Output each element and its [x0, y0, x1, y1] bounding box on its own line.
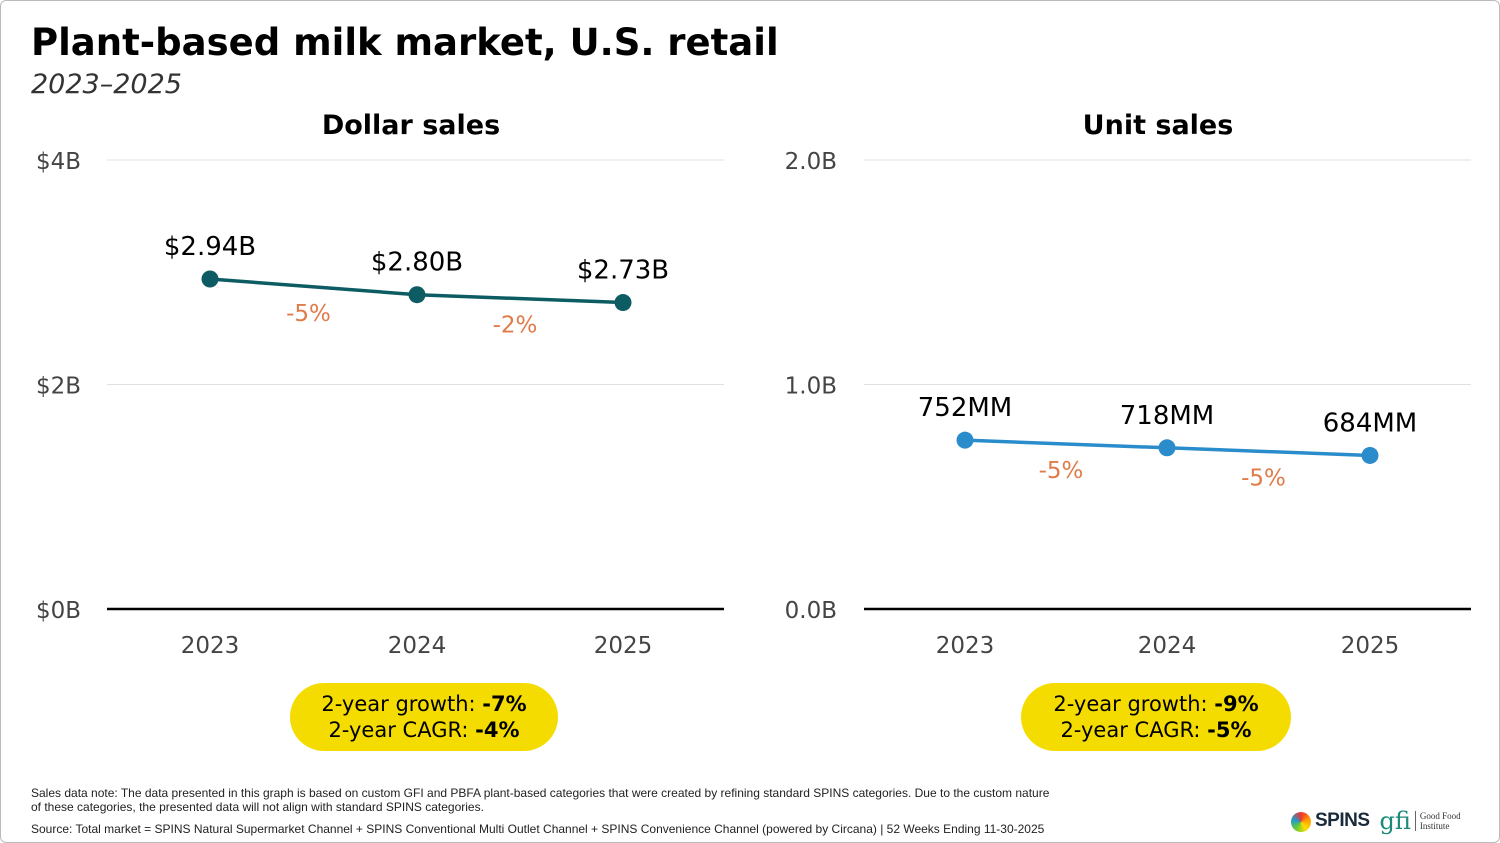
data-label: 752MM: [918, 393, 1013, 423]
data-label: 684MM: [1323, 408, 1418, 438]
page-subtitle: 2023–2025: [31, 69, 182, 100]
data-point: [201, 270, 219, 288]
x-tick-label: 2023: [936, 633, 995, 659]
cagr-label: 2-year CAGR:: [328, 718, 476, 742]
growth-value: -9%: [1214, 692, 1259, 716]
dollar-summary-badge: 2-year growth: -7% 2-year CAGR: -4%: [290, 683, 558, 751]
sales-note-line1: Sales data note: The data presented in t…: [31, 786, 1050, 800]
x-tick-label: 2025: [594, 633, 653, 659]
data-point: [1361, 446, 1379, 464]
y-tick-label: 0.0B: [785, 598, 837, 624]
spins-logo: SPINS: [1291, 810, 1370, 832]
unit-summary-badge: 2-year growth: -9% 2-year CAGR: -5%: [1021, 683, 1291, 751]
data-label: 718MM: [1120, 401, 1215, 431]
growth-value: -7%: [482, 692, 527, 716]
x-tick-label: 2023: [181, 633, 240, 659]
y-tick-label: 2.0B: [785, 149, 837, 175]
change-label: -5%: [1039, 458, 1084, 484]
logos: SPINS gfi Good Food Institute: [1291, 807, 1466, 835]
x-tick-label: 2025: [1341, 633, 1400, 659]
y-tick-label: $2B: [36, 374, 81, 400]
chart-title: Unit sales: [1083, 110, 1234, 141]
growth-label: 2-year growth:: [321, 692, 483, 716]
y-tick-label: 1.0B: [785, 374, 837, 400]
sales-note-line2: of these categories, the presented data …: [31, 800, 484, 814]
cagr-label: 2-year CAGR:: [1060, 718, 1208, 742]
growth-label: 2-year growth:: [1053, 692, 1215, 716]
gfi-logo: gfi Good Food Institute: [1380, 807, 1466, 835]
source-note: Source: Total market = SPINS Natural Sup…: [31, 822, 1045, 836]
chart-title: Dollar sales: [322, 110, 500, 141]
change-label: -2%: [493, 313, 538, 339]
change-label: -5%: [286, 301, 331, 327]
x-tick-label: 2024: [388, 633, 447, 659]
spins-logo-icon: [1291, 811, 1311, 832]
data-point: [956, 431, 974, 449]
cagr-value: -5%: [1207, 718, 1252, 742]
x-tick-label: 2024: [1138, 633, 1197, 659]
y-tick-label: $0B: [36, 598, 81, 624]
data-label: $2.80B: [371, 248, 463, 278]
data-point: [614, 294, 632, 312]
y-tick-label: $4B: [36, 149, 81, 175]
data-point: [1158, 439, 1176, 457]
page-title: Plant-based milk market, U.S. retail: [31, 21, 779, 64]
data-point: [408, 286, 426, 304]
change-label: -5%: [1241, 466, 1286, 492]
data-label: $2.73B: [577, 256, 669, 286]
cagr-value: -4%: [475, 718, 520, 742]
data-label: $2.94B: [164, 232, 256, 262]
